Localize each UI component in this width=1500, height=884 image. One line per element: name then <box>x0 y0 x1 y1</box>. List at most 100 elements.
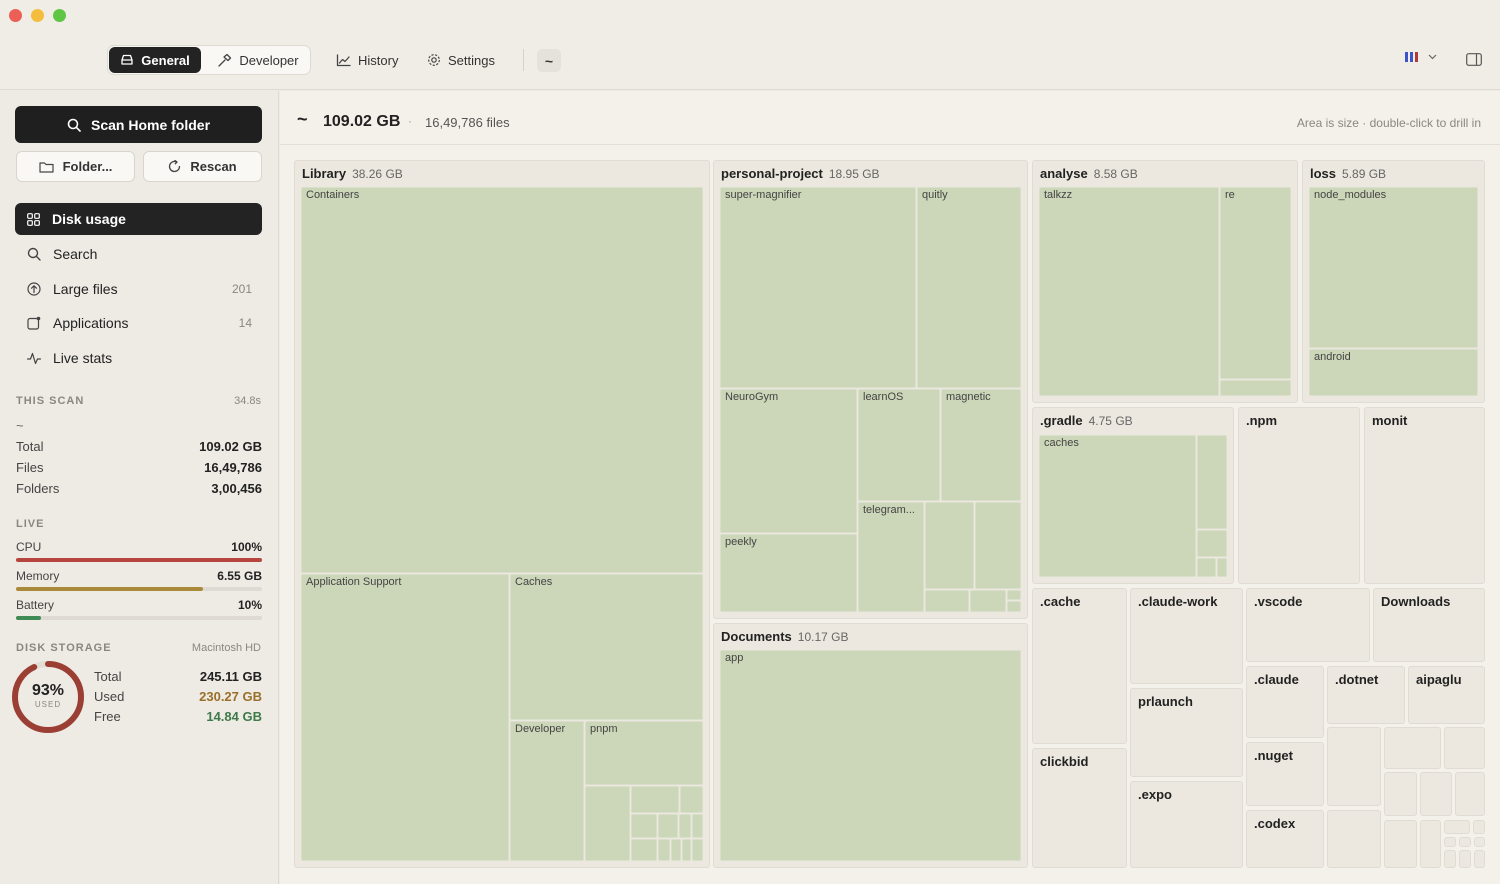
disk-total-value: 245.11 GB <box>199 669 262 684</box>
treemap-folder[interactable] <box>1420 820 1441 868</box>
treemap-folder[interactable] <box>1444 820 1470 834</box>
treemap-folder[interactable]: .claude-work <box>1130 588 1243 684</box>
treemap-leaf[interactable]: Developer <box>510 721 584 861</box>
treemap-leaf[interactable] <box>1007 601 1021 612</box>
history-button[interactable]: History <box>336 45 398 75</box>
treemap-leaf[interactable] <box>925 502 974 589</box>
treemap-leaf[interactable] <box>631 839 657 861</box>
treemap-folder[interactable]: .npm <box>1238 407 1360 584</box>
treemap-folder[interactable] <box>1474 837 1485 847</box>
treemap-folder[interactable] <box>1459 837 1471 847</box>
treemap-folder[interactable] <box>1384 772 1417 816</box>
treemap-leaf[interactable]: talkzz <box>1039 187 1219 396</box>
treemap-folder[interactable] <box>1474 850 1485 868</box>
folder-name: aipaglu <box>1416 672 1462 687</box>
treemap-folder[interactable]: clickbid <box>1032 748 1127 868</box>
choose-folder-button[interactable]: Folder... <box>16 151 135 182</box>
treemap-leaf[interactable]: super-magnifier <box>720 187 916 388</box>
nav-live-stats-label: Live stats <box>53 350 113 366</box>
folder-name: analyse <box>1040 166 1088 181</box>
treemap-leaf[interactable] <box>671 839 681 861</box>
settings-button[interactable]: Settings <box>427 45 495 75</box>
treemap-folder[interactable]: .dotnet <box>1327 666 1405 724</box>
treemap-leaf[interactable]: Caches <box>510 574 703 720</box>
battery-row: Battery 10% <box>16 598 262 612</box>
arrow-up-circle-icon <box>27 282 41 296</box>
treemap-leaf[interactable]: NeuroGym <box>720 389 857 533</box>
nav-large-files[interactable]: Large files 201 <box>15 273 262 305</box>
treemap-leaf[interactable] <box>682 839 691 861</box>
treemap-folder[interactable] <box>1384 727 1441 769</box>
treemap-folder[interactable]: monit <box>1364 407 1485 584</box>
treemap-folder[interactable] <box>1455 772 1485 816</box>
treemap-leaf[interactable] <box>1220 380 1291 396</box>
toggle-inspector-button[interactable] <box>1466 53 1482 71</box>
treemap-folder[interactable] <box>1420 772 1452 816</box>
treemap-leaf[interactable]: magnetic <box>941 389 1021 501</box>
treemap-folder[interactable]: .codex <box>1246 810 1324 868</box>
treemap-leaf[interactable] <box>1197 530 1227 557</box>
treemap-folder[interactable] <box>1444 727 1485 769</box>
treemap-folder[interactable] <box>1384 820 1417 868</box>
nav-search[interactable]: Search <box>15 238 262 270</box>
close-window-button[interactable] <box>9 9 22 22</box>
path-button[interactable]: ~ <box>537 49 561 72</box>
cpu-row: CPU 100% <box>16 540 262 554</box>
treemap-leaf[interactable] <box>679 814 691 838</box>
treemap-folder[interactable]: .vscode <box>1246 588 1370 662</box>
treemap-folder[interactable] <box>1327 727 1381 806</box>
treemap-folder[interactable]: .claude <box>1246 666 1324 738</box>
treemap-leaf[interactable] <box>692 814 703 838</box>
treemap-folder[interactable] <box>1444 837 1456 847</box>
tab-developer[interactable]: Developer <box>208 47 308 73</box>
view-mode-picker[interactable] <box>1405 52 1437 62</box>
treemap-leaf[interactable] <box>975 502 1021 589</box>
zoom-window-button[interactable] <box>53 9 66 22</box>
treemap-folder[interactable]: Downloads <box>1373 588 1485 662</box>
treemap-leaf[interactable] <box>1197 435 1227 529</box>
search-icon <box>27 247 41 261</box>
treemap-leaf[interactable] <box>1007 590 1021 600</box>
treemap-leaf[interactable]: re <box>1220 187 1291 379</box>
treemap-leaf[interactable] <box>925 590 969 612</box>
treemap-folder[interactable]: .nuget <box>1246 742 1324 806</box>
treemap-leaf[interactable]: Containers <box>301 187 703 573</box>
treemap-folder[interactable]: .expo <box>1130 781 1243 868</box>
treemap-leaf[interactable] <box>680 786 703 813</box>
treemap-leaf[interactable]: Application Support <box>301 574 509 861</box>
treemap-leaf[interactable] <box>658 814 678 838</box>
current-path: ~ <box>297 109 308 129</box>
treemap-folder[interactable] <box>1327 810 1381 868</box>
treemap-leaf[interactable]: node_modules <box>1309 187 1478 348</box>
treemap-leaf[interactable]: peekly <box>720 534 857 612</box>
treemap-leaf[interactable] <box>1197 558 1216 577</box>
rescan-button[interactable]: Rescan <box>143 151 262 182</box>
treemap-leaf[interactable]: app <box>720 650 1021 861</box>
treemap-folder[interactable] <box>1473 820 1485 834</box>
treemap-leaf[interactable] <box>631 814 657 838</box>
treemap-leaf[interactable] <box>970 590 1006 612</box>
treemap-folder[interactable] <box>1459 850 1471 868</box>
nav-disk-usage[interactable]: Disk usage <box>15 203 262 235</box>
treemap-folder[interactable]: aipaglu <box>1408 666 1485 724</box>
nav-live-stats[interactable]: Live stats <box>15 342 262 374</box>
treemap-leaf[interactable] <box>585 786 630 861</box>
treemap-folder[interactable]: prlaunch <box>1130 688 1243 777</box>
treemap-leaf[interactable]: telegram... <box>858 502 924 612</box>
nav-applications[interactable]: Applications 14 <box>15 307 262 339</box>
treemap-leaf[interactable]: learnOS <box>858 389 940 501</box>
treemap-leaf[interactable] <box>692 839 703 861</box>
treemap-leaf[interactable] <box>1217 558 1227 577</box>
this-scan-title: THIS SCAN <box>16 395 85 407</box>
minimize-window-button[interactable] <box>31 9 44 22</box>
scan-home-button[interactable]: Scan Home folder <box>15 106 262 143</box>
treemap-leaf[interactable]: pnpm <box>585 721 703 785</box>
treemap-leaf[interactable]: caches <box>1039 435 1196 577</box>
treemap-leaf[interactable]: quitly <box>917 187 1021 388</box>
treemap-leaf[interactable] <box>631 786 679 813</box>
treemap-folder[interactable] <box>1444 850 1456 868</box>
treemap-folder[interactable]: .cache <box>1032 588 1127 744</box>
treemap-leaf[interactable]: android <box>1309 349 1478 396</box>
tab-general[interactable]: General <box>109 47 201 73</box>
treemap-leaf[interactable] <box>658 839 670 861</box>
